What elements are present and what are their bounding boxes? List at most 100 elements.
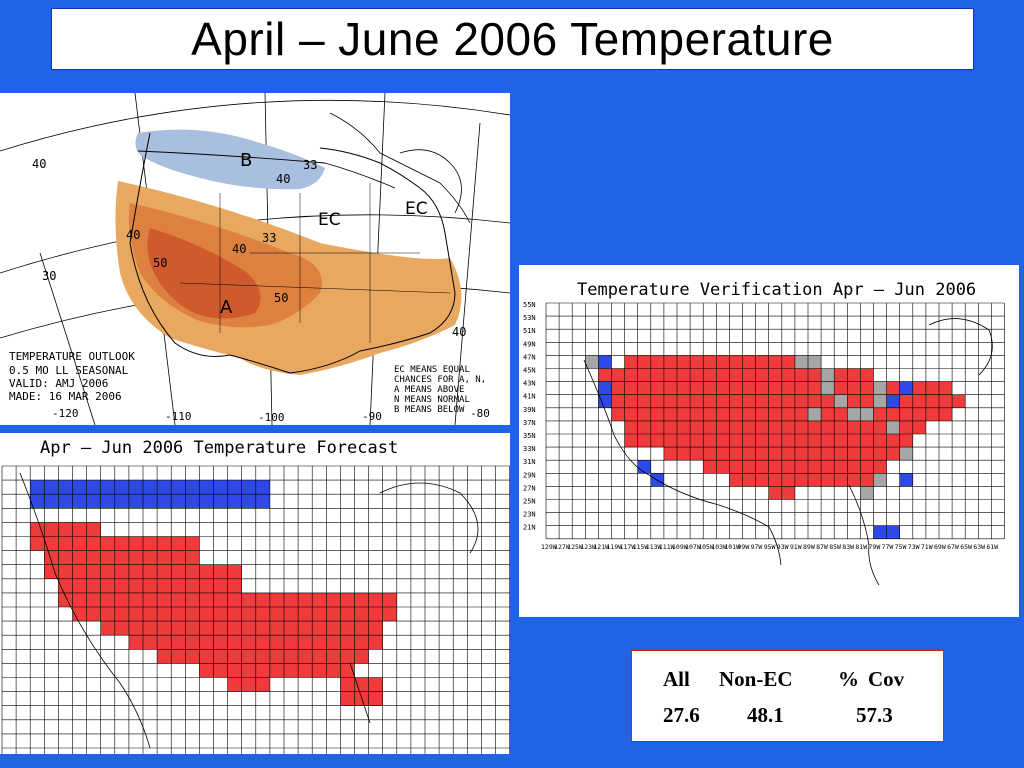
- above-cell: [100, 564, 115, 579]
- above-cell: [663, 447, 677, 461]
- above-cell: [227, 621, 242, 636]
- outlook-legend-line: VALID: AMJ 2006: [9, 377, 108, 390]
- above-cell: [755, 460, 769, 474]
- longitude-label: 65W: [960, 543, 972, 551]
- below-cell: [185, 494, 200, 509]
- below-cell: [44, 494, 59, 509]
- above-cell: [128, 536, 143, 551]
- contour-label: 30: [42, 269, 56, 283]
- above-cell: [781, 447, 795, 461]
- above-cell: [729, 394, 743, 408]
- below-cell: [171, 494, 186, 509]
- above-cell: [794, 460, 808, 474]
- above-cell: [255, 649, 270, 664]
- above-cell: [755, 394, 769, 408]
- above-cell: [185, 607, 200, 622]
- above-cell: [794, 407, 808, 421]
- contour-label: 33: [262, 231, 276, 245]
- above-cell: [755, 355, 769, 369]
- above-cell: [30, 522, 45, 537]
- above-cell: [847, 420, 861, 434]
- above-cell: [860, 394, 874, 408]
- above-cell: [768, 368, 782, 382]
- ec-cell: [794, 355, 808, 369]
- above-cell: [312, 663, 327, 678]
- above-cell: [821, 447, 835, 461]
- above-50-region: [147, 228, 261, 319]
- above-cell: [834, 420, 848, 434]
- stats-value-cov: 57.3: [856, 703, 893, 727]
- above-cell: [284, 649, 299, 664]
- above-cell: [768, 394, 782, 408]
- above-cell: [847, 434, 861, 448]
- above-cell: [637, 407, 651, 421]
- above-cell: [312, 621, 327, 636]
- above-cell: [143, 536, 158, 551]
- above-cell: [624, 420, 638, 434]
- stats-header-row: All Non-EC % Cov: [632, 667, 943, 693]
- above-cell: [768, 434, 782, 448]
- above-cell: [650, 407, 664, 421]
- longitude-label: 93W: [777, 543, 789, 551]
- above-cell: [382, 607, 397, 622]
- above-cell: [768, 355, 782, 369]
- above-cell: [873, 407, 887, 421]
- above-cell: [886, 407, 900, 421]
- contour-label: 40: [32, 157, 46, 171]
- above-cell: [213, 564, 228, 579]
- above-cell: [873, 460, 887, 474]
- above-cell: [729, 368, 743, 382]
- below-cell: [227, 480, 242, 495]
- above-cell: [742, 355, 756, 369]
- ec-cell: [873, 473, 887, 487]
- above-cell: [284, 635, 299, 650]
- ec-cell: [808, 407, 822, 421]
- above-cell: [199, 663, 214, 678]
- above-cell: [199, 578, 214, 593]
- above-cell: [86, 550, 101, 565]
- above-cell: [847, 394, 861, 408]
- latitude-label: 51N: [523, 327, 536, 335]
- below-cell: [157, 480, 172, 495]
- below-cell: [886, 394, 900, 408]
- above-cell: [255, 621, 270, 636]
- ec-cell: [873, 394, 887, 408]
- above-cell: [326, 621, 341, 636]
- above-cell: [199, 621, 214, 636]
- above-cell: [227, 592, 242, 607]
- above-cell: [768, 407, 782, 421]
- outlook-key-line: CHANCES FOR A, N,: [394, 375, 486, 385]
- above-cell: [114, 621, 129, 636]
- above-cell: [808, 447, 822, 461]
- below-normal-region: [135, 129, 325, 190]
- longitude-label: -100: [258, 411, 285, 424]
- above-cell: [716, 460, 730, 474]
- contour-label: 40: [276, 172, 290, 186]
- above-cell: [729, 447, 743, 461]
- above-cell: [269, 607, 284, 622]
- longitude-label: 61W: [986, 543, 998, 551]
- above-cell: [143, 621, 158, 636]
- above-cell: [755, 447, 769, 461]
- ec-cell: [821, 368, 835, 382]
- above-cell: [663, 355, 677, 369]
- above-cell: [185, 536, 200, 551]
- above-cell: [703, 407, 717, 421]
- above-cell: [821, 394, 835, 408]
- above-cell: [157, 607, 172, 622]
- above-cell: [716, 407, 730, 421]
- longitude-label: 69W: [934, 543, 946, 551]
- above-cell: [834, 381, 848, 395]
- above-cell: [298, 621, 313, 636]
- above-cell: [703, 460, 717, 474]
- above-cell: [199, 592, 214, 607]
- latitude-label: 25N: [523, 498, 536, 506]
- above-cell: [213, 635, 228, 650]
- above-cell: [781, 473, 795, 487]
- above-cell: [663, 434, 677, 448]
- above-cell: [340, 691, 355, 706]
- above-cell: [128, 550, 143, 565]
- above-cell: [860, 447, 874, 461]
- above-cell: [742, 434, 756, 448]
- longitude-label: 119W: [607, 543, 623, 551]
